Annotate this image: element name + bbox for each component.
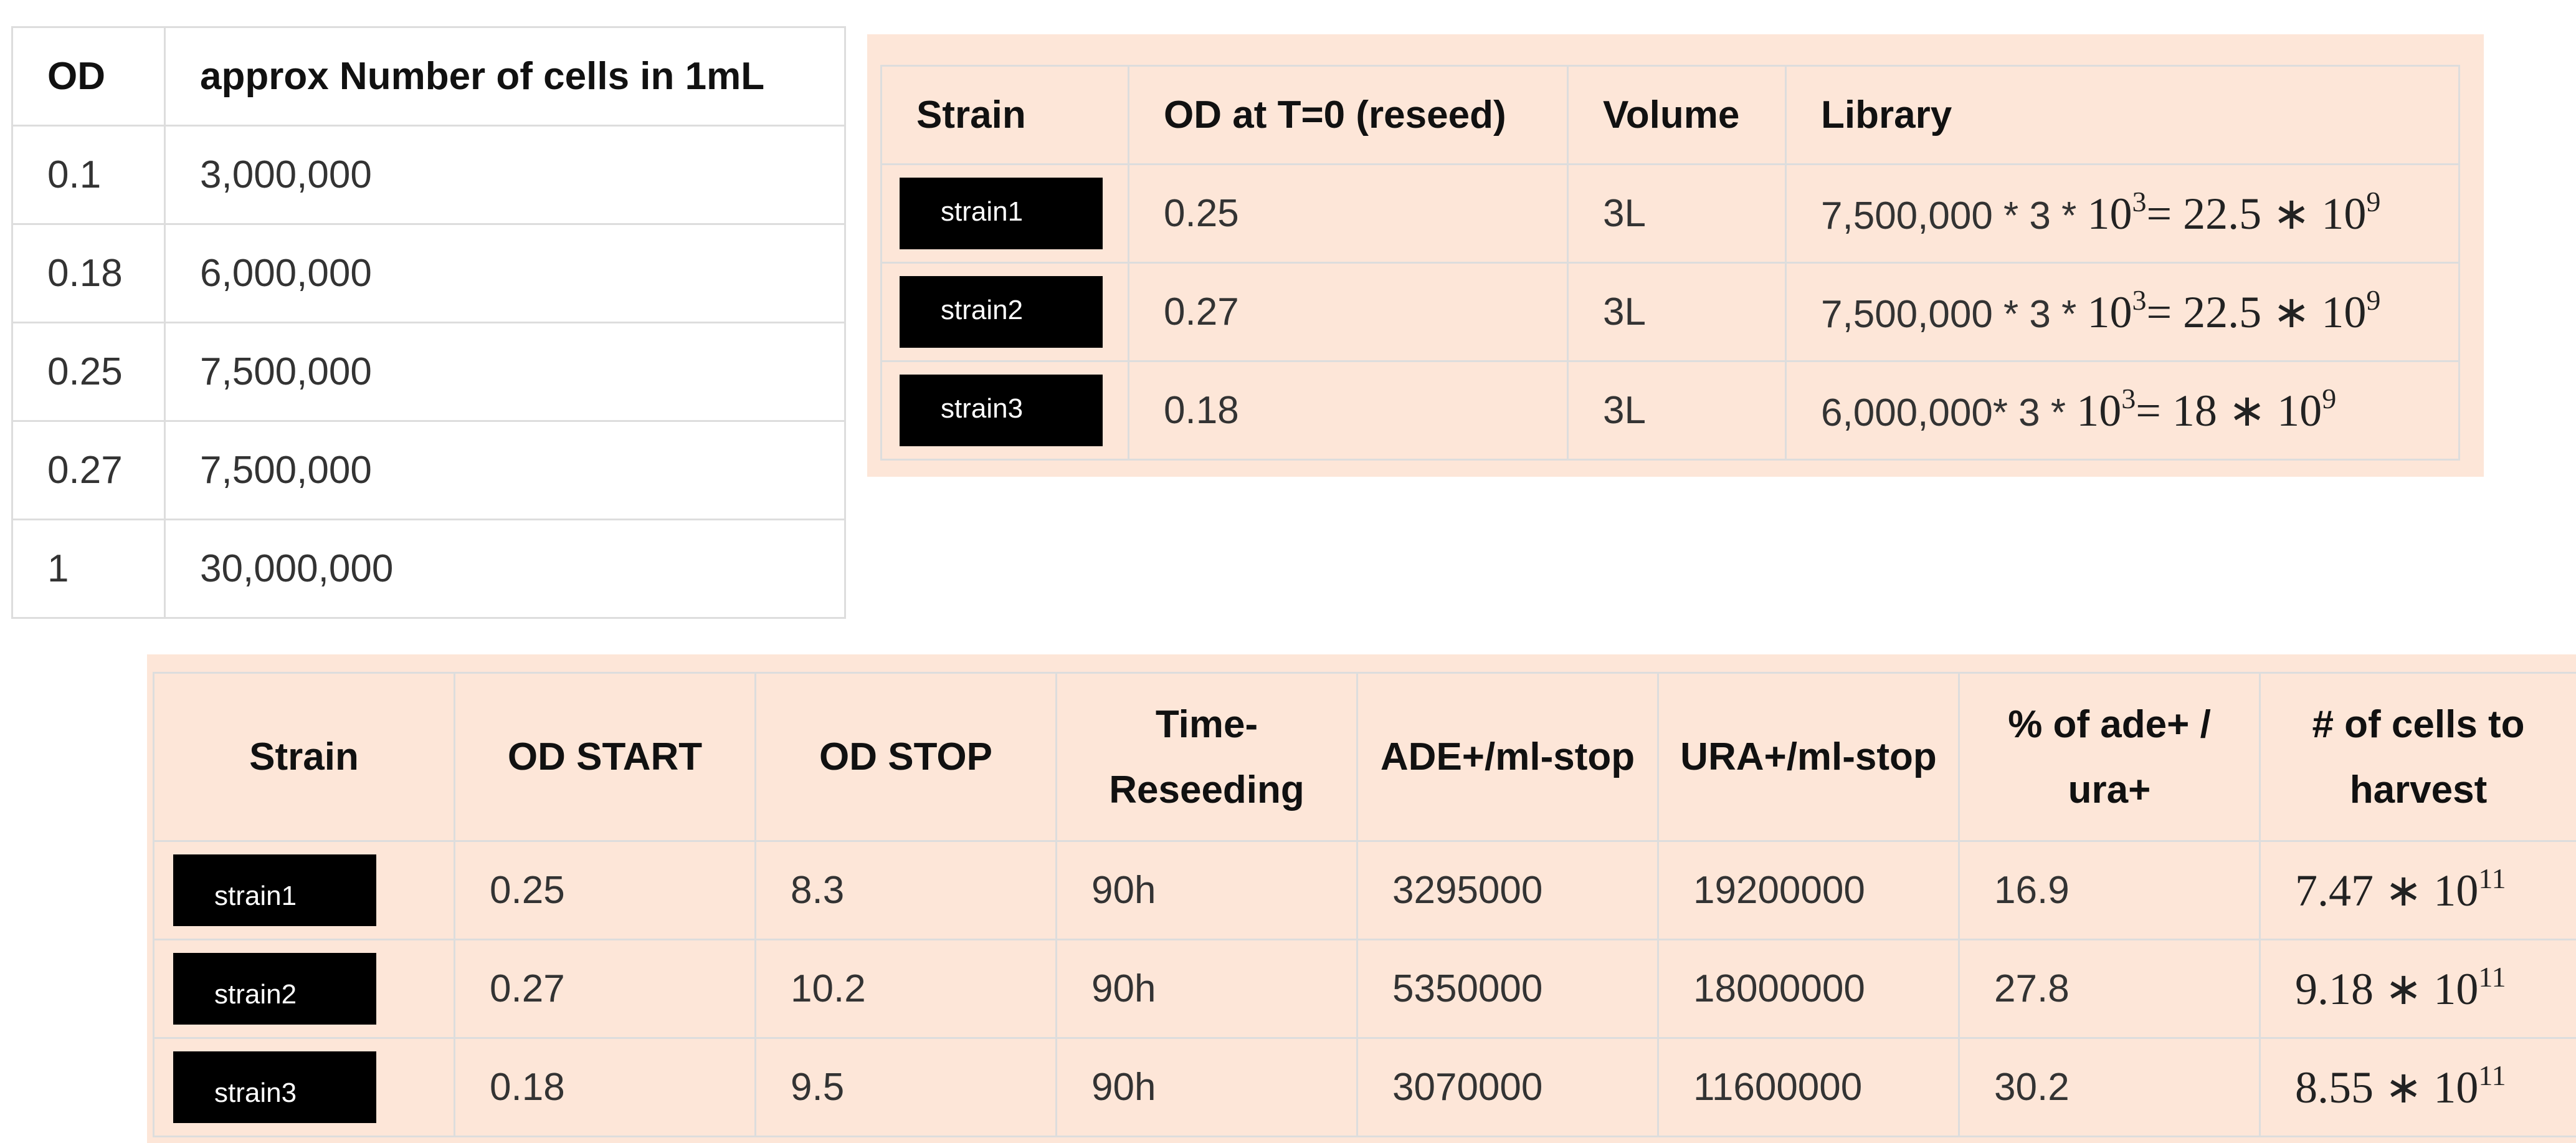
harvest-table: Strain OD START OD STOP Time-Reseeding A… xyxy=(153,672,2576,1137)
col-header-od-t0: OD at T=0 (reseed) xyxy=(1128,65,1569,165)
od-cell: 0.18 xyxy=(11,223,166,323)
table-header-row: Strain OD START OD STOP Time-Reseeding A… xyxy=(153,672,2576,842)
strain-label: strain1 xyxy=(900,178,1103,249)
strain-label: strain2 xyxy=(900,276,1103,348)
library-table: Strain OD at T=0 (reseed) Volume Library… xyxy=(880,65,2460,461)
ura-cell: 11600000 xyxy=(1657,1037,1960,1137)
percent-cell: 16.9 xyxy=(1958,840,2261,940)
od-stop-cell: 9.5 xyxy=(754,1037,1057,1137)
table-row: strain1 0.25 8.3 90h 3295000 19200000 16… xyxy=(153,840,2576,940)
od-cell: 0.25 xyxy=(1128,163,1569,264)
od-cell: 0.27 xyxy=(1128,262,1569,362)
ura-cell: 18000000 xyxy=(1657,939,1960,1039)
library-math: 103 xyxy=(2087,284,2147,338)
strain-label: strain1 xyxy=(173,854,376,926)
od-cell: 0.18 xyxy=(1128,360,1569,461)
table-header-row: OD approx Number of cells in 1mL xyxy=(11,26,846,127)
cells-harvest-cell: 8.55 ∗ 1011 xyxy=(2259,1037,2576,1137)
table-row: strain1 0.25 3L 7,500,000 * 3 * 103= 22.… xyxy=(880,163,2460,264)
col-header-cells: approx Number of cells in 1mL xyxy=(164,26,846,127)
ade-cell: 3295000 xyxy=(1356,840,1659,940)
col-header-ade: ADE+/ml-stop xyxy=(1356,672,1659,842)
strain-cell: strain3 xyxy=(880,360,1129,461)
od-start-cell: 0.25 xyxy=(454,840,756,940)
od-cell: 1 xyxy=(11,519,166,619)
col-header-strain: Strain xyxy=(880,65,1129,165)
col-header-od-start: OD START xyxy=(454,672,756,842)
od-start-cell: 0.18 xyxy=(454,1037,756,1137)
col-header-od-stop: OD STOP xyxy=(754,672,1057,842)
ura-cell: 19200000 xyxy=(1657,840,1960,940)
library-cell: 7,500,000 * 3 * 103= 22.5 ∗ 109 xyxy=(1785,163,2460,264)
table-row: 0.25 7,500,000 xyxy=(11,322,846,422)
library-result: = 22.5 ∗ 109 xyxy=(2146,186,2381,239)
table-row: strain3 0.18 9.5 90h 3070000 11600000 30… xyxy=(153,1037,2576,1137)
library-prefix: 7,500,000 * 3 * xyxy=(1821,194,2088,237)
table-header-row: Strain OD at T=0 (reseed) Volume Library xyxy=(880,65,2460,165)
strain-label: strain3 xyxy=(900,375,1103,446)
library-math: 103 xyxy=(2087,186,2147,239)
library-math: 103 xyxy=(2076,383,2136,436)
col-header-strain: Strain xyxy=(153,672,455,842)
table-row: 0.1 3,000,000 xyxy=(11,125,846,225)
od-start-cell: 0.27 xyxy=(454,939,756,1039)
cells-cell: 3,000,000 xyxy=(164,125,846,225)
strain-label: strain3 xyxy=(173,1051,376,1123)
library-prefix: 7,500,000 * 3 * xyxy=(1821,293,2088,336)
volume-cell: 3L xyxy=(1567,262,1787,362)
cells-cell: 6,000,000 xyxy=(164,223,846,323)
cells-cell: 7,500,000 xyxy=(164,322,846,422)
table-row: 0.18 6,000,000 xyxy=(11,223,846,323)
strain-cell: strain1 xyxy=(880,163,1129,264)
od-cell: 0.27 xyxy=(11,420,166,520)
time-cell: 90h xyxy=(1055,939,1358,1039)
od-stop-cell: 10.2 xyxy=(754,939,1057,1039)
table-row: 0.27 7,500,000 xyxy=(11,420,846,520)
col-header-time-reseeding: Time-Reseeding xyxy=(1055,672,1358,842)
od-cell: 0.25 xyxy=(11,322,166,422)
strain-cell: strain2 xyxy=(880,262,1129,362)
od-cells-table: OD approx Number of cells in 1mL 0.1 3,0… xyxy=(11,26,846,619)
library-prefix: 6,000,000* 3 * xyxy=(1821,391,2077,434)
library-cell: 7,500,000 * 3 * 103= 22.5 ∗ 109 xyxy=(1785,262,2460,362)
cells-harvest-cell: 7.47 ∗ 1011 xyxy=(2259,840,2576,940)
percent-cell: 30.2 xyxy=(1958,1037,2261,1137)
library-cell: 6,000,000* 3 * 103= 18 ∗ 109 xyxy=(1785,360,2460,461)
cells-cell: 30,000,000 xyxy=(164,519,846,619)
volume-cell: 3L xyxy=(1567,163,1787,264)
strain-cell: strain3 xyxy=(153,1037,455,1137)
table-row: strain2 0.27 3L 7,500,000 * 3 * 103= 22.… xyxy=(880,262,2460,362)
percent-cell: 27.8 xyxy=(1958,939,2261,1039)
col-header-od: OD xyxy=(11,26,166,127)
strain-label: strain2 xyxy=(173,953,376,1025)
col-header-cells-harvest: # of cells to harvest xyxy=(2259,672,2576,842)
od-stop-cell: 8.3 xyxy=(754,840,1057,940)
cells-cell: 7,500,000 xyxy=(164,420,846,520)
ade-cell: 5350000 xyxy=(1356,939,1659,1039)
time-cell: 90h xyxy=(1055,1037,1358,1137)
col-header-library: Library xyxy=(1785,65,2460,165)
col-header-ura: URA+/ml-stop xyxy=(1657,672,1960,842)
time-cell: 90h xyxy=(1055,840,1358,940)
library-result: = 18 ∗ 109 xyxy=(2136,383,2337,436)
col-header-volume: Volume xyxy=(1567,65,1787,165)
od-cell: 0.1 xyxy=(11,125,166,225)
strain-cell: strain1 xyxy=(153,840,455,940)
strain-cell: strain2 xyxy=(153,939,455,1039)
table-row: 1 30,000,000 xyxy=(11,519,846,619)
cells-harvest-cell: 9.18 ∗ 1011 xyxy=(2259,939,2576,1039)
volume-cell: 3L xyxy=(1567,360,1787,461)
table-row: strain2 0.27 10.2 90h 5350000 18000000 2… xyxy=(153,939,2576,1039)
library-result: = 22.5 ∗ 109 xyxy=(2146,284,2381,338)
ade-cell: 3070000 xyxy=(1356,1037,1659,1137)
table-row: strain3 0.18 3L 6,000,000* 3 * 103= 18 ∗… xyxy=(880,360,2460,461)
col-header-percent: % of ade+ / ura+ xyxy=(1958,672,2261,842)
